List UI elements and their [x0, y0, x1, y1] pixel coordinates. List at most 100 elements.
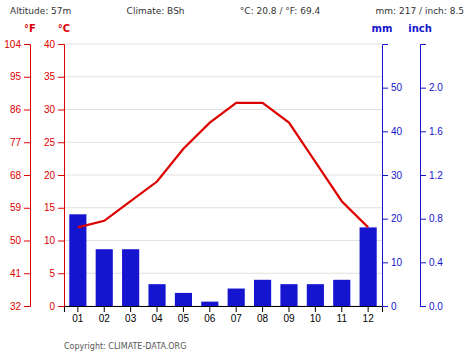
tick: 20 [44, 170, 64, 181]
tick-mark [288, 306, 289, 312]
tick-mark [58, 44, 64, 45]
bar [360, 227, 377, 306]
tick-mark [157, 306, 158, 312]
bar [228, 289, 245, 306]
tick-label: 86 [10, 104, 22, 115]
tick: 95 [10, 71, 30, 82]
chart: 0102030405060708091011120510152025303540… [0, 0, 474, 355]
tick-label: 59 [10, 202, 22, 213]
header-text: Climate: BSh [127, 6, 185, 16]
axis-label: °F [24, 23, 36, 34]
tick-label: 0 [391, 301, 397, 312]
tick-label: 0.4 [429, 257, 443, 268]
tick: 25 [44, 137, 64, 148]
axis-line [65, 307, 383, 313]
tick: 1.6 [420, 126, 443, 137]
y3-axis: 32 41 50 59 68 77 86 95 104 [4, 39, 30, 312]
tick-mark [58, 241, 64, 242]
tick-mark [24, 110, 30, 111]
bar [96, 249, 113, 306]
grid-line [64, 240, 382, 241]
header-text: mm: 217 / inch: 8.5 [376, 6, 464, 16]
tick: 86 [10, 104, 30, 115]
grid [64, 44, 382, 306]
bar [201, 302, 218, 306]
axis-label: mm [372, 23, 393, 34]
grid-line [64, 207, 382, 208]
tick: 104 [4, 39, 30, 50]
tick: 50 [10, 235, 30, 246]
tick: 0 [382, 301, 397, 312]
tick-label: 1.2 [429, 170, 443, 181]
tick-label: 11 [337, 313, 348, 324]
bar [175, 293, 192, 306]
grid-line [64, 109, 382, 110]
tick-label: 01 [72, 313, 84, 324]
tick-label: 25 [44, 137, 56, 148]
tick: 01 [72, 306, 84, 324]
tick-label: 30 [44, 104, 56, 115]
tick-label: 32 [10, 301, 22, 312]
marks [69, 103, 376, 306]
axis-line [421, 45, 427, 307]
tick-mark [382, 131, 388, 132]
tick-mark [24, 142, 30, 143]
tick: 0.4 [420, 257, 443, 268]
tick: 10 [44, 235, 64, 246]
tick-label: 0.8 [429, 213, 443, 224]
tick-label: 0 [49, 301, 55, 312]
tick: 09 [283, 306, 295, 324]
tick: 40 [382, 126, 403, 137]
tick-label: 10 [44, 235, 56, 246]
tick-mark [24, 306, 30, 307]
tick-label: 04 [151, 313, 163, 324]
tick-label: 02 [99, 313, 111, 324]
tick-mark [77, 306, 78, 312]
tick-label: 5 [49, 268, 55, 279]
tick: 1.2 [420, 170, 443, 181]
footer-text: Copyright: CLIMATE-DATA.ORG [64, 342, 186, 351]
bars [69, 214, 376, 306]
tick-label: 05 [178, 313, 190, 324]
tick-label: 1.6 [429, 126, 443, 137]
tick: 68 [10, 170, 30, 181]
tick-mark [24, 208, 30, 209]
tick-label: 20 [44, 170, 56, 181]
tick: 05 [178, 306, 190, 324]
tick-mark [58, 142, 64, 143]
grid-line [64, 142, 382, 143]
tick-mark [24, 77, 30, 78]
tick-label: 50 [391, 82, 403, 93]
bar [254, 280, 271, 306]
tick: 15 [44, 202, 64, 213]
y4-axis: 0.0 0.4 0.8 1.2 1.6 2.0 [420, 45, 443, 312]
y-axis: 0 5 10 15 20 25 30 35 40 [44, 39, 65, 312]
tick-mark [341, 306, 342, 312]
tick-mark [24, 273, 30, 274]
tick-label: 0.0 [429, 301, 443, 312]
tick-label: 104 [4, 39, 21, 50]
tick-mark [58, 306, 64, 307]
tick-mark [58, 273, 64, 274]
tick-label: 03 [125, 313, 137, 324]
tick: 11 [337, 306, 348, 324]
tick: 03 [125, 306, 137, 324]
tick: 35 [44, 71, 64, 82]
tick: 32 [10, 301, 30, 312]
tick-label: 40 [44, 39, 56, 50]
tick-label: 41 [10, 268, 22, 279]
grid-line [64, 76, 382, 77]
tick-mark [368, 306, 369, 312]
tick: 12 [363, 306, 375, 324]
tick-mark [209, 306, 210, 312]
tick-label: 10 [310, 313, 322, 324]
tick-mark [24, 175, 30, 176]
tick-mark [183, 306, 184, 312]
tick: 06 [204, 306, 216, 324]
tick-label: 50 [10, 235, 22, 246]
header-text: °C: 20.8 / °F: 69.4 [240, 6, 321, 16]
tick-mark [24, 44, 30, 45]
tick: 77 [10, 137, 30, 148]
tick-label: 2.0 [429, 82, 443, 93]
tick-mark [24, 241, 30, 242]
